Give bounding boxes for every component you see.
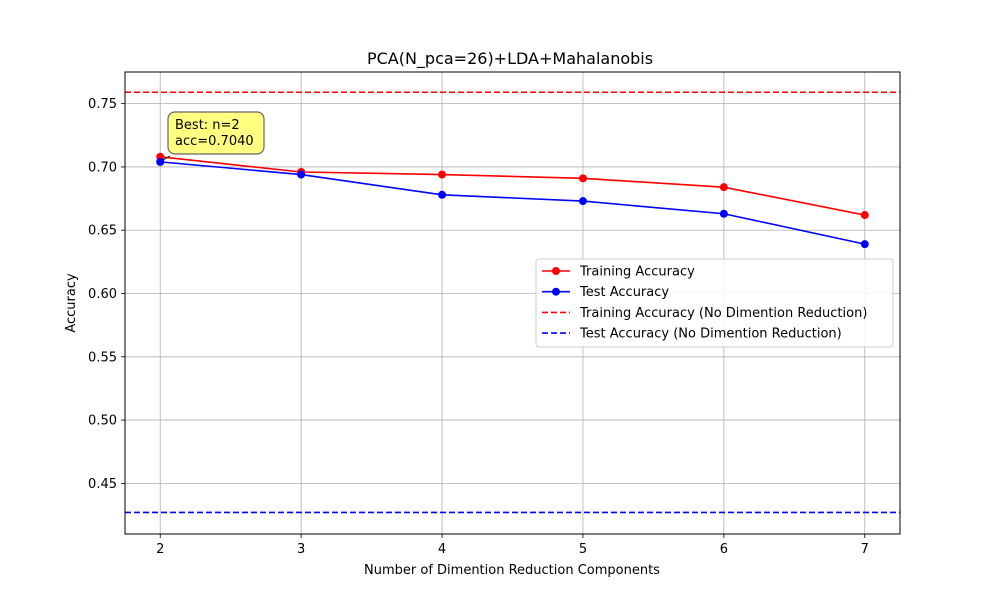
x-tick-label: 4 xyxy=(438,542,446,557)
legend-label: Test Accuracy xyxy=(579,285,669,300)
series-line xyxy=(160,156,865,216)
data-point xyxy=(578,174,587,183)
y-tick-label: 0.55 xyxy=(88,350,117,365)
annotation-box xyxy=(167,111,265,155)
annotation-text: Best: n=2 xyxy=(175,118,240,133)
y-tick-label: 0.60 xyxy=(88,287,117,302)
y-tick-label: 0.70 xyxy=(88,160,117,175)
data-point xyxy=(438,170,447,179)
data-point xyxy=(438,190,447,199)
y-tick-label: 0.50 xyxy=(88,414,117,429)
data-point xyxy=(156,157,165,166)
legend-box xyxy=(535,258,894,348)
legend-marker xyxy=(552,287,560,296)
reference-lines xyxy=(125,91,900,514)
legend: Training Accuracy Test Accuracy Training A… xyxy=(535,258,894,348)
data-point xyxy=(578,197,587,206)
x-axis-ticks: 2 3 4 5 6 7 xyxy=(156,534,869,557)
x-tick-label: 3 xyxy=(297,542,305,557)
annotation-arrow xyxy=(162,155,171,161)
annotation-text: acc=0.7040 xyxy=(175,134,254,149)
x-tick-label: 5 xyxy=(579,542,587,557)
data-point xyxy=(860,211,869,220)
y-axis-ticks: 0.45 0.50 0.55 0.60 0.65 0.70 0.75 xyxy=(88,97,125,492)
data-point xyxy=(860,240,869,249)
legend-marker xyxy=(552,267,560,275)
x-axis-label: Number of Dimention Reduction Components xyxy=(364,563,660,578)
data-point xyxy=(297,170,306,179)
data-point xyxy=(719,183,728,192)
legend-label: Training Accuracy (No Dimention Reductio… xyxy=(579,306,867,321)
legend-label: Training Accuracy xyxy=(579,265,695,280)
plot-frame xyxy=(124,71,901,535)
x-tick-label: 6 xyxy=(720,542,728,557)
y-axis-label: Accuracy xyxy=(64,273,79,333)
x-tick-label: 7 xyxy=(861,542,869,557)
series-line xyxy=(160,161,865,245)
legend-label: Test Accuracy (No Dimention Reduction) xyxy=(579,327,842,342)
y-tick-label: 0.75 xyxy=(88,97,117,112)
x-tick-label: 2 xyxy=(156,542,164,557)
series-group xyxy=(156,152,869,249)
y-tick-label: 0.65 xyxy=(88,224,117,239)
y-tick-label: 0.45 xyxy=(88,477,117,492)
data-point xyxy=(719,209,728,218)
chart-title: PCA(N_pca=26)+LDA+Mahalanobis xyxy=(367,49,653,69)
